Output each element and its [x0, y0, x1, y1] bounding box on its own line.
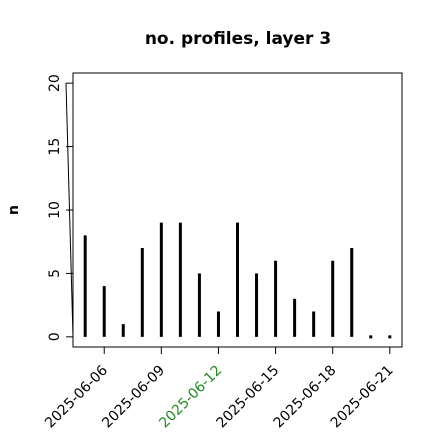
y-tick-label: 20: [47, 74, 63, 92]
point: [369, 335, 373, 339]
chart-title: no. profiles, layer 3: [145, 29, 331, 49]
y-axis-label: n: [6, 205, 22, 215]
y-tick-label: 0: [47, 332, 63, 341]
y-tick-label: 10: [47, 201, 63, 219]
y-tick-label: 5: [47, 269, 63, 278]
y-tick-label: 15: [47, 138, 63, 156]
point: [388, 335, 392, 339]
y-axis: [65, 83, 74, 337]
